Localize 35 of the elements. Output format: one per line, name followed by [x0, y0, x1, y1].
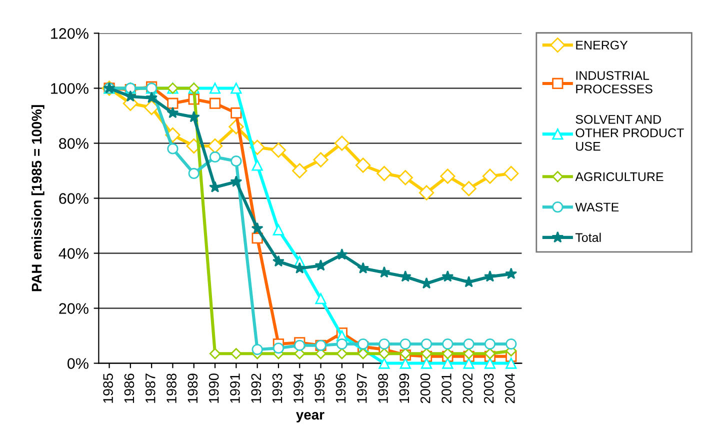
legend-label: Total [575, 232, 601, 242]
legend-label: SOLVENT AND OTHER PRODUCT USE [576, 114, 684, 151]
x-tick-label: 1998 [378, 374, 388, 403]
x-tick-label: 1986 [124, 374, 134, 403]
x-tick-label: 1997 [356, 374, 367, 403]
legend-label: AGRICULTURE [575, 172, 664, 182]
x-tick-label: 2001 [442, 374, 452, 404]
x-tick-label: 1993 [272, 374, 282, 403]
y-tick-label: 60% [59, 193, 88, 204]
x-tick-label: 1996 [336, 374, 346, 403]
x-tick-label: 1985 [103, 374, 114, 403]
x-axis-title: year [296, 412, 324, 422]
y-tick-label: 0% [67, 358, 88, 369]
x-tick-label: 2000 [420, 374, 430, 404]
y-tick-label: 120% [51, 28, 88, 39]
x-tick-label: 1999 [399, 374, 410, 403]
x-tick-label: 1994 [294, 373, 304, 403]
y-tick-label: 100% [51, 83, 88, 94]
x-tick-label: 2004 [505, 373, 515, 404]
x-tick-label: 1990 [208, 374, 219, 403]
y-tick-label: 80% [59, 138, 88, 149]
x-tick-label: 1992 [251, 374, 262, 403]
legend-label: WASTE [575, 202, 619, 212]
y-tick-label: 20% [59, 303, 88, 314]
x-tick-label: 2003 [484, 374, 494, 404]
x-tick-label: 1987 [145, 374, 156, 403]
x-tick-label: 1989 [188, 374, 198, 403]
legend-label: INDUSTRIAL PROCESSES [576, 71, 652, 94]
x-tick-label: 1991 [230, 374, 240, 403]
x-tick-label: 1988 [166, 374, 176, 403]
y-axis-title: PAH emission [1985 = 100%] [31, 105, 44, 292]
x-tick-label: 2002 [462, 374, 473, 404]
x-tick-label: 1995 [314, 374, 325, 403]
y-tick-label: 40% [58, 248, 88, 259]
legend-label: ENERGY [576, 40, 628, 50]
